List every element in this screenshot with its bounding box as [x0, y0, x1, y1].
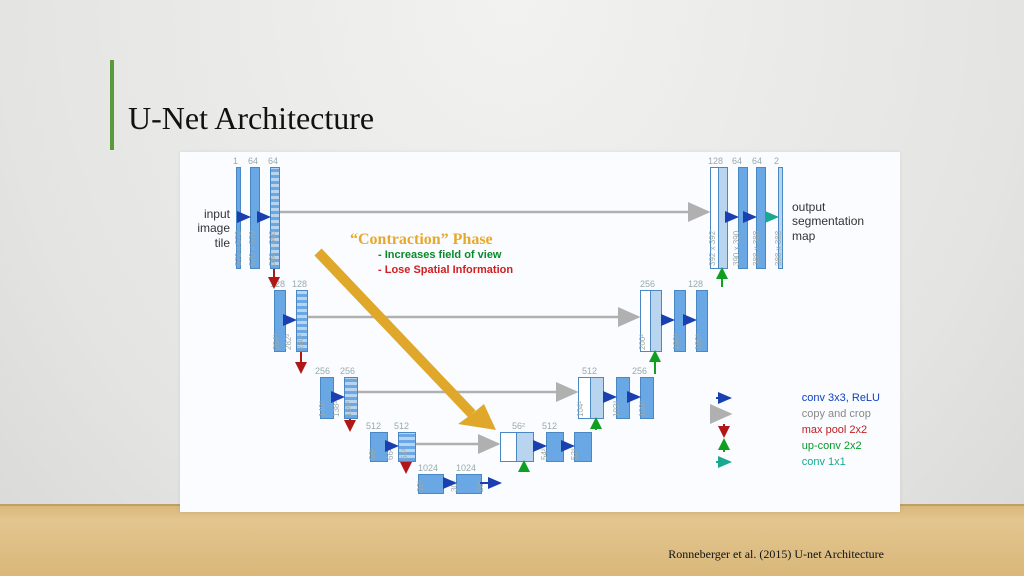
- legend-conv: conv 3x3, ReLU: [802, 392, 880, 404]
- legend-copy: copy and crop: [802, 408, 871, 420]
- unet-diagram: inputimagetile outputsegmentationmap 1 6…: [180, 152, 900, 512]
- page-title: U-Net Architecture: [128, 100, 374, 137]
- legend-upconv: up-conv 2x2: [802, 440, 862, 452]
- legend-pool: max pool 2x2: [802, 424, 867, 436]
- floor-decor: [0, 504, 1024, 576]
- citation: Ronneberger et al. (2015) U-net Architec…: [668, 547, 884, 562]
- legend-conv1: conv 1x1: [802, 456, 846, 468]
- legend: conv 3x3, ReLU copy and crop max pool 2x…: [780, 390, 880, 470]
- accent-bar: [110, 60, 114, 150]
